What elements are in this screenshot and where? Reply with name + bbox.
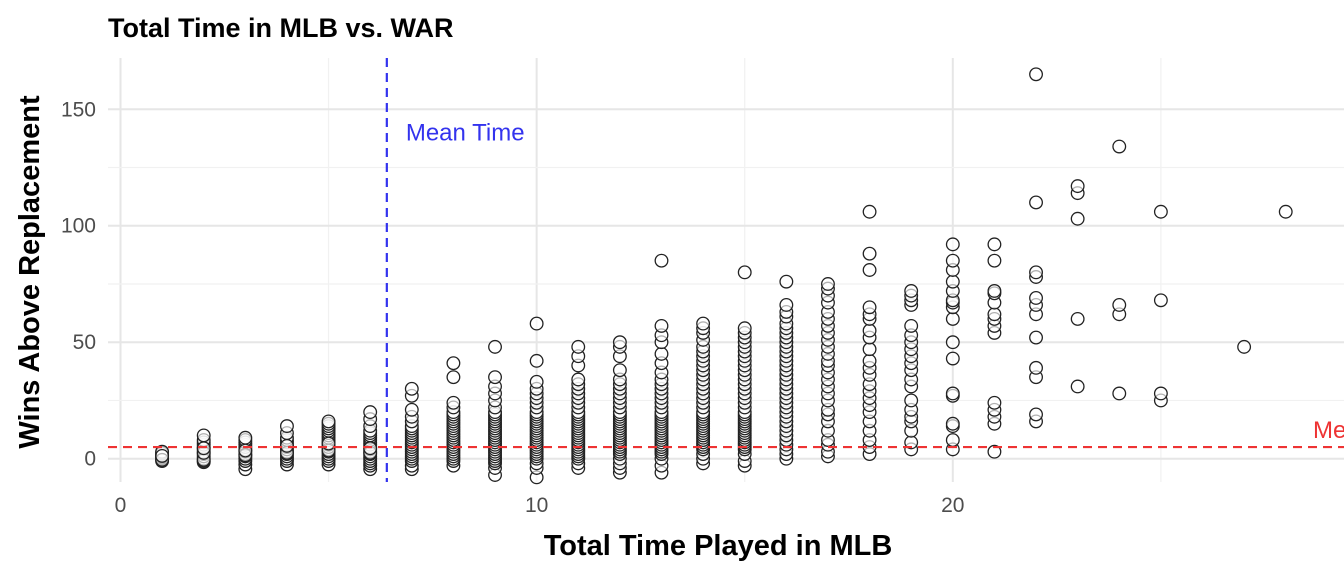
data-point: [987, 444, 1002, 459]
data-point: [1070, 211, 1085, 226]
data-point: [862, 353, 877, 368]
data-point: [945, 311, 960, 326]
data-point: [363, 441, 378, 456]
data-point: [945, 335, 960, 350]
reference-lines: [108, 58, 1344, 482]
data-point: [1153, 386, 1168, 401]
data-point: [1029, 67, 1043, 82]
x-tick-label: 10: [525, 494, 548, 517]
data-point: [904, 318, 919, 333]
data-point: [1029, 195, 1043, 210]
data-point: [1029, 407, 1043, 422]
data-point: [1029, 330, 1043, 345]
data-point: [279, 438, 294, 453]
y-axis-title: Wins Above Replacement: [14, 95, 46, 449]
data-point: [1153, 204, 1168, 219]
data-point: [612, 335, 627, 350]
mean-war-label: Mean WAR: [1313, 417, 1344, 444]
data-point: [945, 351, 960, 366]
data-point: [488, 339, 502, 354]
data-point: [821, 277, 835, 291]
data-point: [696, 316, 711, 331]
scatter-points: [155, 67, 1293, 485]
data-point: [987, 284, 1002, 298]
mean-time-label: Mean Time: [406, 120, 525, 147]
data-point: [196, 428, 211, 443]
x-tick-label: 20: [941, 494, 964, 517]
y-tick-label: 0: [84, 448, 96, 471]
data-point: [404, 381, 419, 396]
data-point: [1029, 291, 1043, 305]
x-tick-labels: 0 10 20: [115, 494, 965, 517]
data-point: [862, 300, 877, 315]
data-point: [1112, 297, 1127, 312]
data-point: [612, 363, 627, 378]
data-point: [779, 274, 794, 289]
data-point: [945, 386, 960, 401]
y-tick-label: 100: [61, 215, 96, 238]
data-point: [238, 430, 253, 445]
data-point: [1112, 386, 1127, 401]
data-point: [1237, 339, 1252, 354]
data-point: [529, 374, 544, 389]
data-point: [321, 414, 336, 429]
data-point: [196, 441, 211, 456]
data-point: [862, 342, 877, 357]
data-point: [987, 307, 1002, 322]
data-point: [945, 237, 960, 252]
data-point: [654, 253, 669, 268]
data-point: [279, 419, 294, 434]
data-point: [446, 356, 461, 371]
data-point: [862, 263, 877, 277]
data-point: [363, 405, 378, 420]
data-point: [155, 448, 170, 463]
data-point: [1278, 204, 1293, 219]
data-point: [987, 237, 1002, 252]
data-point: [904, 393, 919, 408]
data-point: [1070, 311, 1085, 326]
data-point: [654, 318, 669, 333]
data-point: [779, 297, 794, 312]
data-point: [529, 353, 544, 368]
data-point: [737, 321, 752, 336]
data-point: [945, 433, 960, 448]
data-point: [446, 370, 461, 385]
x-tick-label: 0: [115, 494, 127, 517]
data-point: [1112, 139, 1127, 154]
y-tick-labels: 0 50 100 150: [61, 98, 96, 470]
data-point: [1070, 179, 1085, 194]
data-point: [404, 402, 419, 417]
data-point: [945, 253, 960, 268]
data-point: [488, 370, 502, 385]
data-point: [737, 265, 752, 280]
y-tick-label: 150: [61, 98, 96, 121]
y-tick-label: 50: [73, 331, 96, 354]
data-point: [862, 246, 877, 261]
data-point: [654, 346, 669, 361]
data-point: [987, 253, 1002, 268]
x-axis-title: Total Time Played in MLB: [544, 530, 893, 562]
grid: [108, 58, 1344, 482]
data-point: [571, 372, 586, 387]
data-point: [1029, 360, 1043, 375]
data-point: [987, 395, 1002, 410]
data-point: [904, 284, 919, 298]
data-point: [1070, 379, 1085, 394]
data-point: [1029, 265, 1043, 280]
data-point: [945, 416, 960, 431]
data-point: [1153, 293, 1168, 308]
chart-title: Total Time in MLB vs. WAR: [108, 13, 454, 43]
data-point: [571, 339, 586, 354]
data-point: [862, 204, 877, 219]
data-point: [446, 395, 461, 410]
data-point: [862, 323, 877, 338]
data-point: [529, 316, 544, 331]
data-point: [945, 274, 960, 289]
